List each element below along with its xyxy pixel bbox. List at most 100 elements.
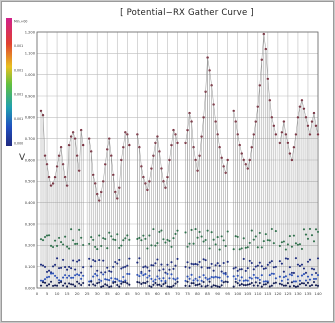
band-point-dark [56,284,59,287]
gather-trace-link [271,117,275,126]
peak-point [258,84,261,87]
gather-trace-link [175,134,178,143]
band-point-green [98,234,101,237]
peak-point [298,105,302,108]
gather-trace-link [54,166,58,178]
gather-trace-link [94,183,98,195]
band-point-blue [222,272,225,275]
band-point-blue [88,280,91,283]
gather-trace-link [295,117,299,135]
band-point-blue [238,279,241,282]
gather-trace-link [287,142,291,154]
band-point-navy [298,264,301,268]
band-point-dark [90,280,93,283]
band-point-green [64,235,67,238]
band-point-green [43,235,47,239]
band-point-green [172,237,175,240]
band-point-navy [158,269,161,272]
band-point-blue [216,276,219,279]
band-point-navy [226,260,229,263]
x-tick-label: 115 [264,291,272,296]
band-point-dark [246,283,249,286]
peak-point [226,158,229,162]
band-point-green [206,229,209,232]
band-point-blue [118,279,121,282]
y-tick-label: 0.700 [25,137,36,141]
band-point-blue [162,277,165,280]
band-point-blue [62,276,65,279]
band-point-blue [70,276,73,279]
peak-point [286,141,290,145]
band-point-navy [216,262,219,265]
band-point-navy [45,270,49,273]
band-point-dark [280,283,283,286]
gather-trace-link [88,138,92,152]
band-point-dark [274,281,277,284]
band-point-green [242,237,245,240]
band-point-dark [314,284,318,287]
x-tick-label: 80 [195,291,200,296]
gather-trace-link [199,136,202,156]
band-point-green [106,247,109,250]
band-point-blue [282,276,285,279]
band-point-dark [128,283,131,286]
band-point-green [314,228,318,231]
band-point-navy [242,257,245,261]
band-point-dark [190,282,193,285]
x-tick-label: 15 [65,291,70,296]
gather-trace-link [121,147,124,161]
band-point-green [50,244,53,247]
x-tick-label: 105 [244,291,252,296]
band-point-navy [90,265,93,268]
gather-trace-link [311,113,315,122]
band-point-navy [284,257,287,260]
y-tick-label: 0.300 [25,222,36,226]
x-tick-label: 70 [175,291,180,296]
gather-trace-link [217,134,220,148]
band-point-green [114,238,117,242]
peak-point [81,143,85,147]
band-point-green [312,240,316,243]
gather-trace-link [281,121,285,133]
band-point-navy [222,262,225,265]
gather-trace-link [265,49,269,79]
band-point-navy [200,266,203,269]
band-point-dark [72,283,75,286]
band-point-dark [204,285,207,288]
band-point-dark [312,280,316,284]
x-tick-label: 85 [205,291,210,296]
band-point-dark [122,281,125,284]
band-point-dark [160,285,163,288]
y-tick-label: 0.100 [25,265,36,269]
band-point-dark [260,285,263,288]
band-point-green [214,243,217,246]
band-point-green [190,228,193,232]
band-point-dark [216,285,219,288]
band-point-navy [202,258,205,261]
band-point-dark [256,284,259,287]
band-point-green [220,235,223,238]
gather-trace-link [159,151,162,169]
band-point-blue [288,273,291,276]
band-point-navy [256,264,259,267]
band-point-navy [122,266,125,269]
band-point-green [162,238,165,241]
band-point-navy [260,265,263,268]
band-point-blue [98,278,101,281]
band-point-dark [138,281,141,284]
band-point-navy [98,259,101,262]
gather-trace-link [62,164,66,178]
band-point-blue [310,273,314,276]
gather-trace-link [255,106,259,122]
band-point-green [278,244,281,248]
band-point-dark [66,285,69,288]
gather-trace-link [273,125,277,135]
band-point-blue [156,275,159,278]
band-point-blue [104,278,107,281]
gather-trace-link [157,136,160,152]
band-point-navy [176,257,179,260]
band-point-dark [196,283,199,286]
band-point-blue [264,280,267,283]
band-point-dark [258,282,261,285]
band-point-blue [270,272,273,275]
